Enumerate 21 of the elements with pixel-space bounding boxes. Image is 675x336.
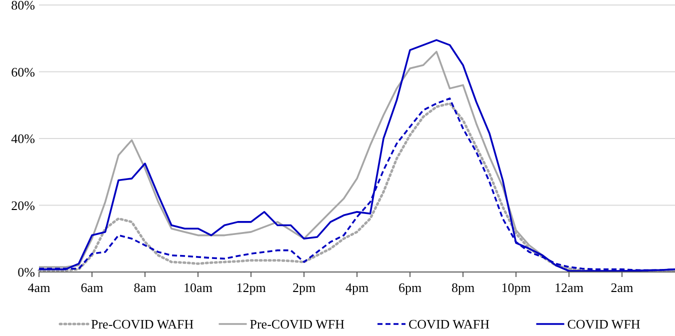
legend-label: COVID WAFH bbox=[408, 316, 490, 332]
x-tick-label: 8pm bbox=[451, 280, 475, 295]
y-tick-label: 0% bbox=[18, 264, 36, 280]
y-tick-label: 60% bbox=[11, 64, 36, 80]
y-tick-label: 40% bbox=[11, 131, 36, 146]
x-tick-label: 4am bbox=[28, 280, 50, 295]
x-tick-label: 12pm bbox=[236, 280, 266, 295]
x-tick-label: 10pm bbox=[501, 280, 531, 295]
y-tick-label: 20% bbox=[11, 198, 36, 213]
x-tick-label: 6am bbox=[80, 280, 104, 295]
x-tick-label: 6pm bbox=[398, 280, 422, 295]
x-tick-label: 2pm bbox=[292, 280, 316, 295]
legend-label: Pre-COVID WAFH bbox=[91, 316, 194, 332]
x-tick-label: 4pm bbox=[345, 280, 369, 295]
x-tick-label: 12am bbox=[554, 280, 584, 295]
x-tick-label: 10am bbox=[184, 280, 212, 295]
legend-label: Pre-COVID WFH bbox=[250, 316, 344, 332]
x-tick-label: 2am bbox=[610, 280, 634, 295]
legend-label: COVID WFH bbox=[567, 316, 640, 332]
x-tick-label: 8am bbox=[134, 280, 156, 295]
y-tick-label: 80% bbox=[11, 0, 36, 13]
